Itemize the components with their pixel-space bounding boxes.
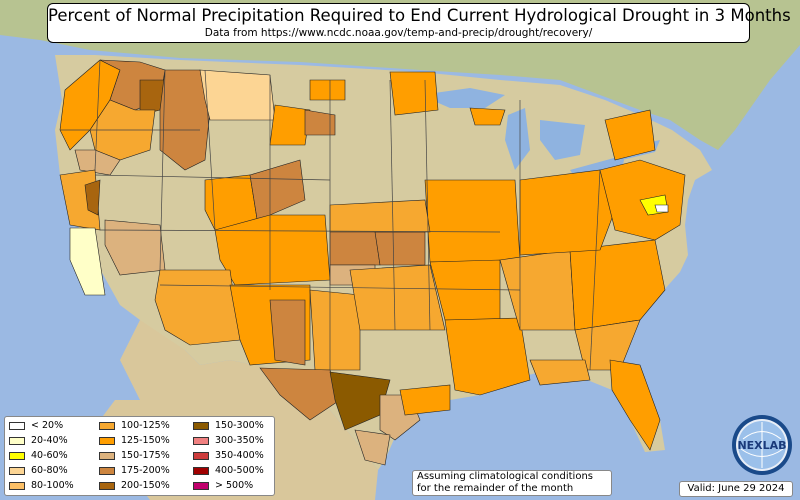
map-subtitle: Data from https://www.ncdc.noaa.gov/temp… [204,27,593,39]
map-title: Percent of Normal Precipitation Required… [48,6,791,25]
drought-regions [59,59,686,466]
title-box: Percent of Normal Precipitation Required… [47,3,791,43]
legend-label: < 20% [31,420,64,431]
legend-label: 350-400% [215,450,264,461]
legend-item: 350-400% [193,450,264,462]
legend-swatch [99,422,115,430]
legend-item: 175-200% [99,465,170,477]
legend-item: > 500% [193,480,253,492]
legend-swatch [193,452,209,460]
legend-swatch [99,452,115,460]
legend-item: < 20% [9,420,63,432]
legend-swatch [9,482,25,490]
legend-label: 20-40% [31,435,68,446]
legend-swatch [99,437,115,445]
assumption-note: Assuming climatological conditions for t… [412,470,612,496]
legend-swatch [99,482,115,490]
legend-item: 40-60% [9,450,68,462]
legend-label: 200-150% [121,480,170,491]
legend-label: 150-300% [215,420,264,431]
legend-item: 200-150% [99,480,170,492]
legend-swatch [193,422,209,430]
legend-label: 40-60% [31,450,68,461]
legend-item: 125-150% [99,435,170,447]
legend-label: 400-500% [215,465,264,476]
legend-swatch [99,467,115,475]
assumption-note-line2: for the remainder of the month [417,483,574,494]
legend-label: > 500% [215,480,254,491]
legend-swatch [193,467,209,475]
legend-label: 300-350% [215,435,264,446]
legend-label: 60-80% [31,465,68,476]
legend-swatch [9,437,25,445]
globe-icon: NEXLAB [732,415,792,475]
legend-swatch [193,482,209,490]
legend-item: 80-100% [9,480,74,492]
valid-date: Valid: June 29 2024 [679,481,793,497]
legend-label: 175-200% [121,465,170,476]
legend: < 20% 20-40% 40-60% 60-80% 80-100% 100-125% 12… [4,416,275,496]
legend-item: 60-80% [9,465,68,477]
legend-label: 150-175% [121,450,170,461]
legend-item: 400-500% [193,465,264,477]
legend-swatch [9,467,25,475]
legend-swatch [193,437,209,445]
legend-swatch [9,452,25,460]
legend-label: 125-150% [121,435,170,446]
logo-text: NEXLAB [737,439,786,452]
legend-item: 150-300% [193,420,264,432]
legend-swatch [9,422,25,430]
legend-item: 20-40% [9,435,68,447]
legend-label: 80-100% [31,480,74,491]
legend-label: 100-125% [121,420,170,431]
assumption-note-line1: Assuming climatological conditions [417,471,593,482]
legend-item: 300-350% [193,435,264,447]
state-boundaries [60,59,601,371]
legend-item: 150-175% [99,450,170,462]
legend-item: 100-125% [99,420,170,432]
